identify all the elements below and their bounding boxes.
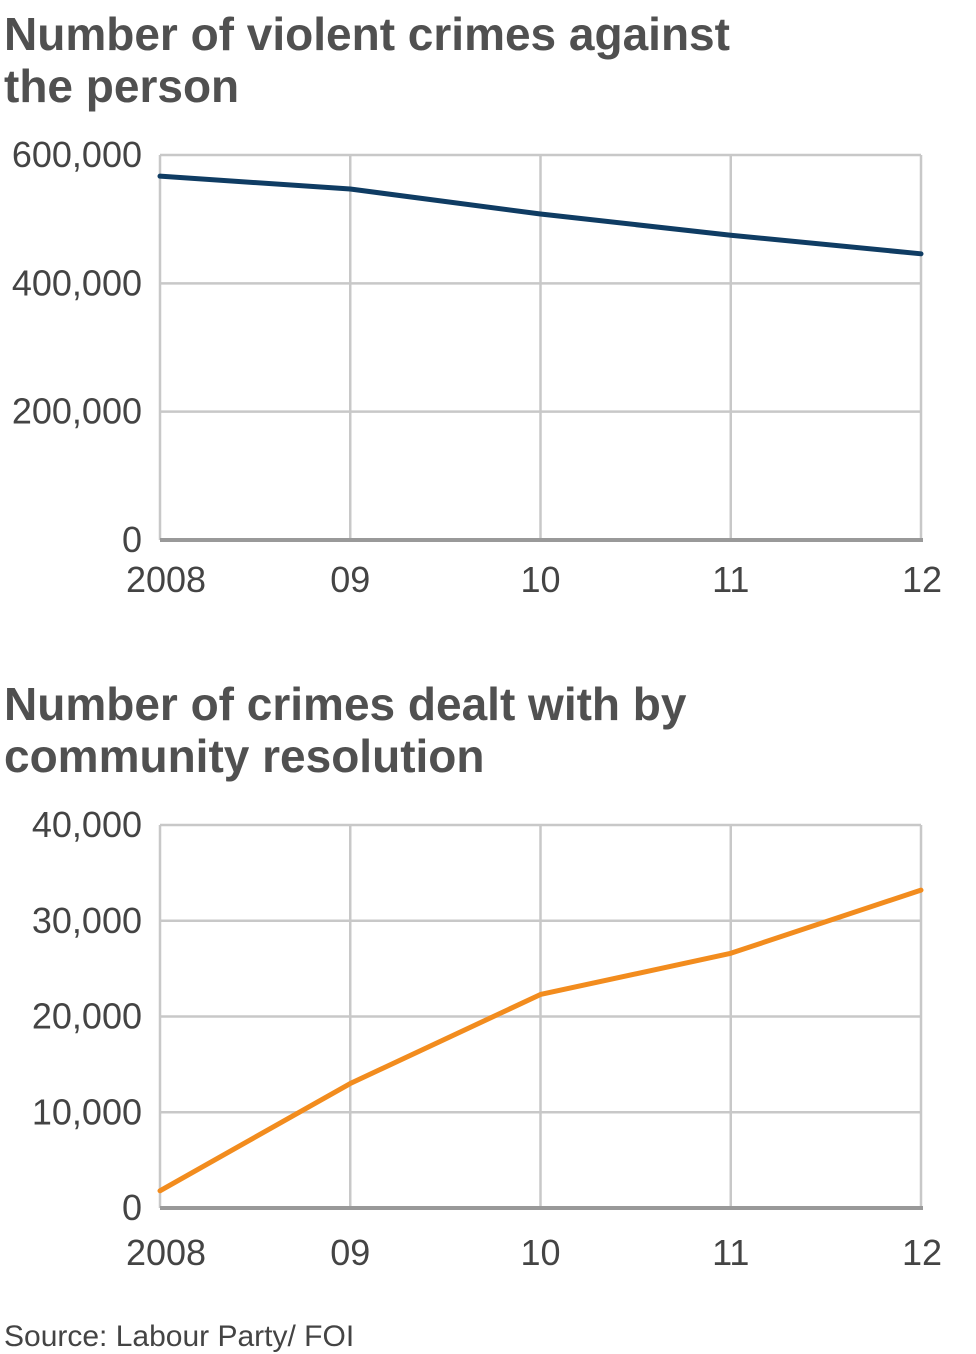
y-tick-label: 10,000 bbox=[32, 1091, 142, 1132]
chart-title: community resolution bbox=[4, 730, 484, 782]
x-tick-label: 12 bbox=[902, 559, 942, 600]
chart-title: Number of crimes dealt with by bbox=[4, 678, 687, 730]
chart-title: Number of violent crimes against bbox=[4, 8, 730, 60]
source-note: Source: Labour Party/ FOI bbox=[4, 1320, 354, 1353]
x-tick-label: 2008 bbox=[126, 1232, 206, 1273]
x-tick-label: 10 bbox=[520, 559, 560, 600]
y-tick-label: 600,000 bbox=[12, 134, 142, 175]
y-tick-label: 40,000 bbox=[32, 804, 142, 845]
y-tick-label: 0 bbox=[122, 519, 142, 560]
y-tick-label: 20,000 bbox=[32, 996, 142, 1037]
y-tick-label: 30,000 bbox=[32, 900, 142, 941]
y-tick-label: 0 bbox=[122, 1187, 142, 1228]
x-tick-label: 09 bbox=[330, 1232, 370, 1273]
x-tick-label: 11 bbox=[712, 559, 749, 600]
chart-2: Number of crimes dealt with bycommunity … bbox=[4, 678, 942, 1273]
x-tick-label: 2008 bbox=[126, 559, 206, 600]
y-tick-label: 400,000 bbox=[12, 262, 142, 303]
x-tick-label: 11 bbox=[712, 1232, 749, 1273]
x-tick-label: 10 bbox=[520, 1232, 560, 1273]
x-tick-label: 09 bbox=[330, 559, 370, 600]
y-tick-label: 200,000 bbox=[12, 391, 142, 432]
x-tick-label: 12 bbox=[902, 1232, 942, 1273]
chart-title: the person bbox=[4, 60, 239, 112]
